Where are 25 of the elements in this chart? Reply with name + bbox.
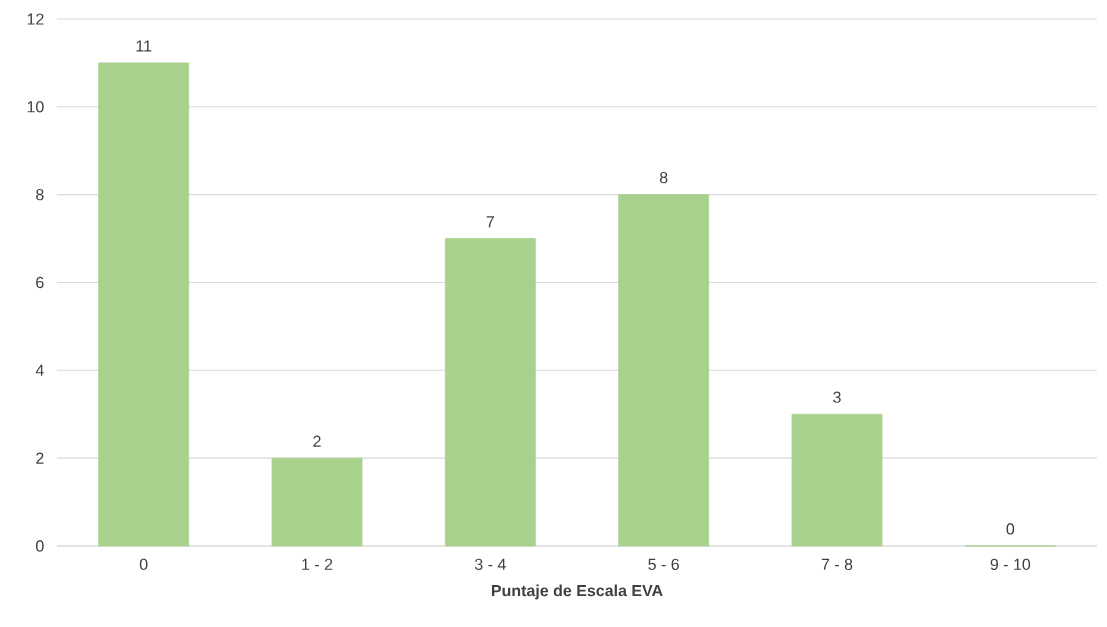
bar	[618, 194, 710, 547]
x-tick-label: 9 - 10	[990, 558, 1031, 571]
bar	[271, 457, 363, 547]
data-label: 7	[486, 216, 494, 228]
x-tick-label: 3 - 4	[474, 558, 506, 571]
x-tick-label: 1 - 2	[302, 558, 333, 570]
y-tick-label: 8	[36, 189, 44, 201]
data-label: 8	[659, 171, 668, 184]
data-label: 2	[313, 435, 321, 447]
bar	[791, 413, 883, 547]
y-tick-label: 6	[36, 276, 44, 289]
x-tick-label: 5 - 6	[648, 558, 679, 571]
data-label: 0	[1006, 523, 1015, 535]
data-label: 3	[833, 391, 841, 403]
y-tick-label: 2	[36, 452, 44, 464]
y-tick-label: 12	[27, 13, 44, 25]
bar	[98, 62, 190, 547]
y-tick-label: 4	[35, 364, 44, 376]
bar	[444, 238, 536, 547]
y-tick-label: 0	[36, 540, 44, 552]
y-tick-label: 10	[27, 101, 44, 113]
x-axis-title: Puntaje de Escala EVA	[491, 584, 663, 600]
x-tick-label: 7 - 8	[821, 558, 853, 571]
data-label: 11	[136, 40, 152, 52]
x-tick-label: 0	[139, 558, 148, 571]
